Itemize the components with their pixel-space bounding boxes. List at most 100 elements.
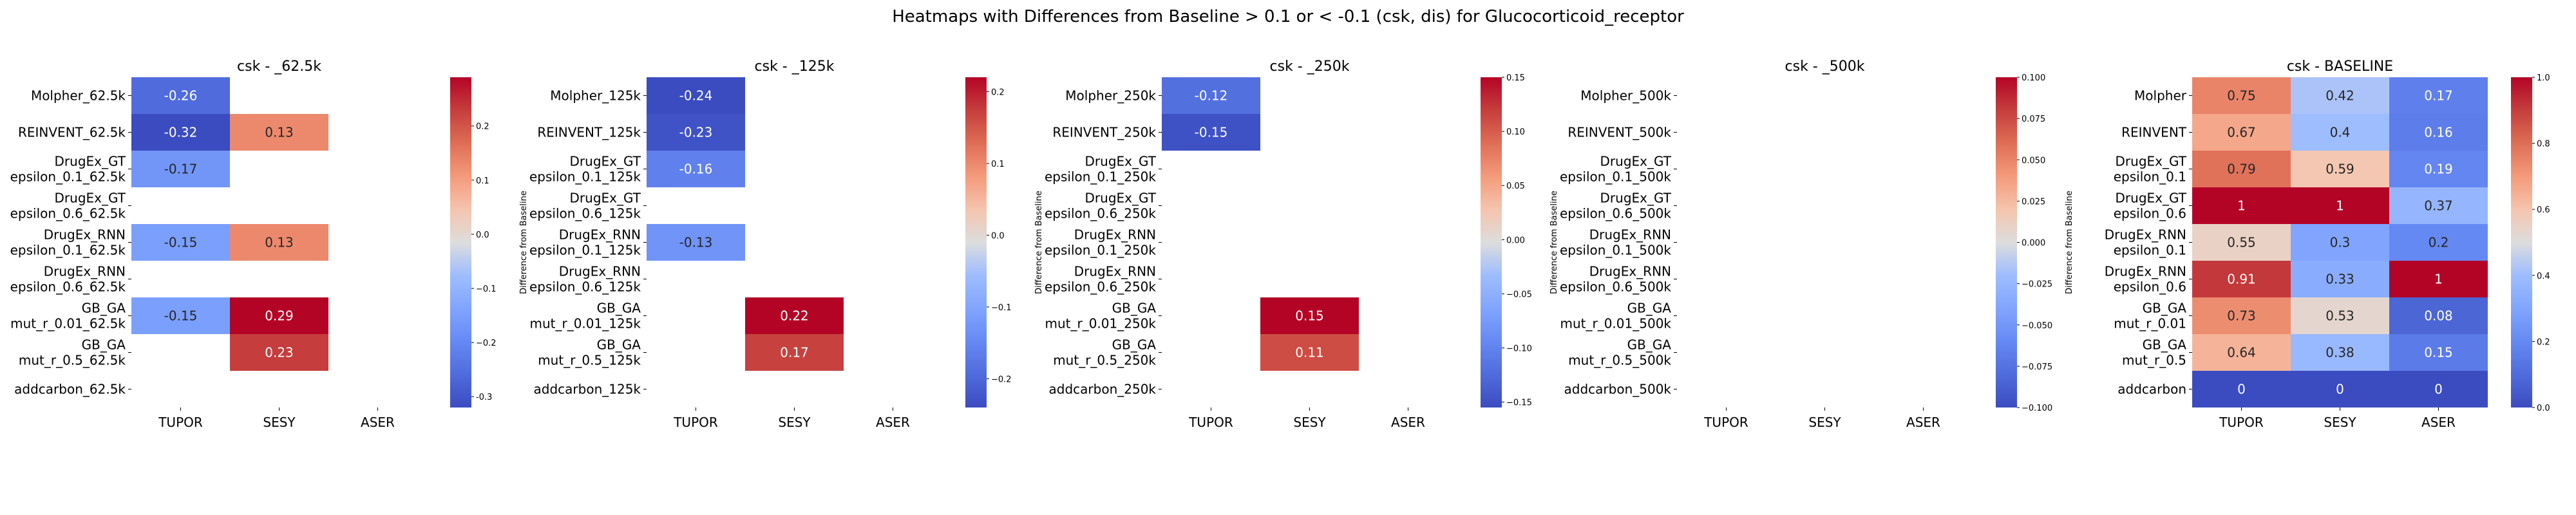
heatmap-cell: [1162, 77, 1260, 114]
cell-value-label: -0.32: [164, 125, 198, 140]
colorbar-tick-label: 0.2: [476, 122, 489, 132]
y-tick-label: GB_GA mut_r_0.5_62.5k: [19, 337, 126, 368]
y-tick-label: DrugEx_RNN epsilon_0.1_250k: [1045, 227, 1156, 258]
cell-value-label: 0.55: [2227, 235, 2256, 250]
cell-value-label: 0.91: [2227, 272, 2256, 287]
heatmap-cell: [230, 297, 328, 334]
heatmap-cell: [1260, 334, 1359, 371]
x-tick-label: TUPOR: [158, 415, 203, 430]
heatmap-cell: [2291, 224, 2389, 261]
colorbar-tick-label: −0.05: [1506, 290, 1532, 299]
cell-value-label: -0.12: [1195, 88, 1228, 104]
y-tick-label: DrugEx_GT epsilon_0.1_125k: [529, 154, 641, 185]
colorbar-tick-label: 0.15: [1506, 73, 1525, 83]
colorbar: [1996, 77, 2017, 407]
colorbar-tick-label: 0.075: [2022, 115, 2045, 124]
y-tick-label: DrugEx_RNN epsilon_0.1_62.5k: [10, 227, 126, 258]
heatmap-cell: [2389, 261, 2488, 297]
y-tick-label: DrugEx_GT epsilon_0.6: [2114, 191, 2187, 221]
colorbar-tick-label: −0.1: [476, 285, 497, 294]
colorbar-tick-label: −0.075: [2022, 362, 2052, 372]
panel-title: csk - _250k: [1270, 59, 1350, 75]
cell-value-label: 0.73: [2227, 308, 2256, 324]
cell-value-label: 0.75: [2227, 88, 2256, 104]
colorbar: [450, 77, 471, 407]
y-tick-label: REINVENT_125k: [537, 125, 641, 140]
heatmap-cell: [2192, 114, 2291, 151]
heatmap-cell: [2192, 334, 2291, 371]
heatmap-cell: [647, 224, 745, 261]
colorbar-tick-label: −0.2: [991, 375, 1012, 384]
cell-value-label: 0: [2434, 382, 2443, 397]
y-tick-label: DrugEx_GT epsilon_0.1_62.5k: [10, 154, 126, 185]
heatmap-cell: [647, 77, 745, 114]
heatmap-panel: csk - _500k Molpher_500k REINVENT_500k Drug…: [1560, 59, 2074, 430]
heatmap-cell: [1162, 114, 1260, 151]
y-tick-label: DrugEx_RNN epsilon_0.6_250k: [1045, 264, 1156, 295]
cell-value-label: 0.2: [2429, 235, 2449, 250]
y-tick-label: DrugEx_GT epsilon_0.1: [2114, 154, 2187, 185]
heatmap-cell: [230, 334, 328, 371]
colorbar-tick-label: 0.100: [2022, 73, 2045, 83]
cell-value-label: 0.19: [2424, 162, 2453, 177]
colorbar-tick-label: 0.0: [2537, 404, 2550, 413]
heatmap-cell: [2192, 224, 2291, 261]
colorbar-tick-label: 0.1: [991, 160, 1005, 169]
x-tick-label: ASER: [876, 415, 910, 430]
x-tick-label: ASER: [1391, 415, 1425, 430]
colorbar-tick-label: 0.050: [2022, 156, 2045, 165]
x-tick-label: TUPOR: [673, 415, 718, 430]
colorbar: [2511, 77, 2532, 407]
heatmap-cell: [2192, 187, 2291, 224]
heatmap-cell: [2291, 187, 2389, 224]
heatmap-cell: [647, 151, 745, 187]
heatmap-cell: [647, 114, 745, 151]
colorbar-tick-label: 0.2: [991, 88, 1005, 97]
cell-value-label: 0.22: [780, 308, 809, 324]
colorbar-tick-label: 0.8: [2537, 140, 2550, 149]
heatmap-cell: [2291, 261, 2389, 297]
y-tick-label: addcarbon_125k: [534, 382, 641, 397]
heatmap-cell: [230, 224, 328, 261]
colorbar-tick-label: −0.050: [2022, 321, 2052, 331]
cell-value-label: -0.15: [164, 235, 198, 250]
cell-value-label: 0.15: [1295, 308, 1324, 324]
heatmap-cell: [2291, 297, 2389, 334]
heatmap-cell: [131, 297, 230, 334]
figure-title: Heatmaps with Differences from Baseline …: [892, 7, 1684, 26]
colorbar-tick-label: −0.025: [2022, 280, 2052, 290]
cell-value-label: -0.15: [1195, 125, 1228, 140]
colorbar-label: Difference from Baseline: [519, 191, 529, 294]
heatmap-cell: [131, 114, 230, 151]
heatmap-cell: [2192, 297, 2291, 334]
heatmap-panel: csk - _125k -0.24 -0.23 -0.16 -0.13 0.22 0.17 M…: [529, 59, 1044, 430]
cell-value-label: 0.33: [2325, 272, 2354, 287]
cell-value-label: 0.4: [2330, 125, 2351, 140]
cell-value-label: 0.11: [1295, 345, 1324, 360]
y-tick-label: addcarbon_250k: [1049, 382, 1157, 397]
y-tick-label: Molpher_500k: [1580, 88, 1671, 104]
colorbar-label: Difference from Baseline: [1549, 191, 1559, 294]
y-tick-label: GB_GA mut_r_0.01_125k: [529, 301, 641, 332]
y-tick-label: GB_GA mut_r_0.5: [2122, 337, 2186, 368]
cell-value-label: -0.23: [679, 125, 713, 140]
colorbar-label: Difference from Baseline: [1034, 191, 1044, 294]
x-tick-label: ASER: [1906, 415, 1940, 430]
y-tick-label: Molpher_250k: [1065, 88, 1156, 104]
colorbar-tick-label: 0.05: [1506, 182, 1525, 191]
heatmap-cell: [2192, 371, 2291, 407]
cell-value-label: 0.38: [2325, 345, 2354, 360]
x-tick-label: TUPOR: [1703, 415, 1748, 430]
y-tick-label: addcarbon: [2117, 382, 2186, 397]
colorbar-tick-label: −0.100: [2022, 404, 2052, 413]
colorbar-tick-label: 0.2: [2537, 337, 2550, 347]
cell-value-label: 0.17: [780, 345, 809, 360]
cell-value-label: 0.13: [265, 235, 294, 250]
heatmap-cell: [2291, 371, 2389, 407]
cell-value-label: -0.17: [164, 162, 198, 177]
colorbar: [1481, 77, 1502, 407]
colorbar-tick-label: 0.0: [476, 230, 489, 240]
cell-value-label: -0.15: [164, 308, 198, 324]
heatmap-cell: [2389, 334, 2488, 371]
